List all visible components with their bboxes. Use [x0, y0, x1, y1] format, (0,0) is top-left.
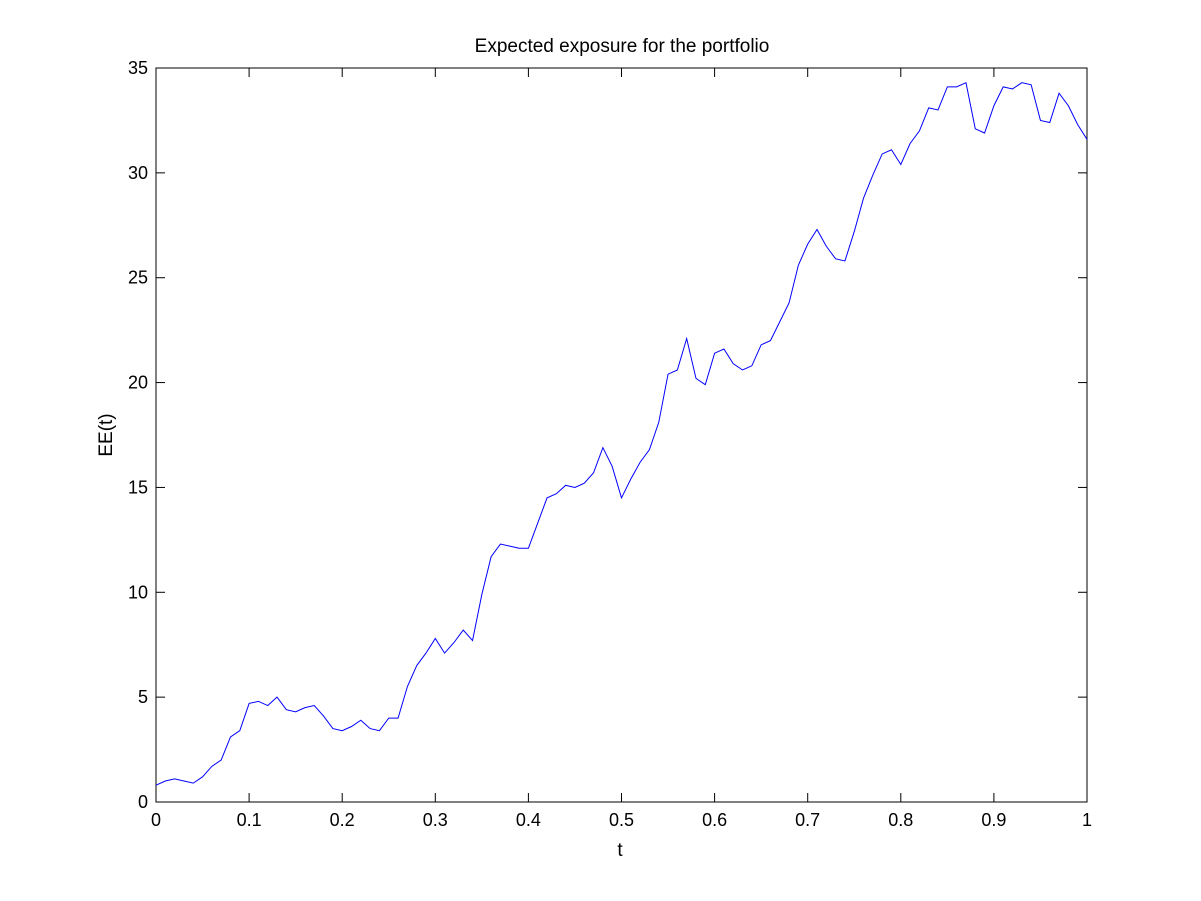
x-tick-label: 1	[1082, 810, 1092, 830]
chart-title: Expected exposure for the portfolio	[475, 36, 770, 57]
y-tick-label: 10	[128, 582, 148, 602]
x-tick-label: 0.1	[237, 810, 262, 830]
x-tick-label: 0.5	[609, 810, 634, 830]
x-tick-label: 0.3	[423, 810, 448, 830]
y-tick-label: 0	[138, 792, 148, 812]
x-tick-label: 0.7	[795, 810, 820, 830]
x-tick-label: 0	[151, 810, 161, 830]
series-line	[155, 81, 1088, 786]
x-axis-label: t	[617, 840, 623, 861]
x-tick-label: 0.6	[702, 810, 727, 830]
y-axis-label: EE(t)	[96, 413, 117, 456]
y-tick-label: 30	[128, 163, 148, 183]
y-tick-label: 35	[128, 58, 148, 78]
y-tick-label: 25	[128, 268, 148, 288]
axes-box	[155, 67, 1088, 803]
y-tick-label: 15	[128, 477, 148, 497]
x-tick-label: 0.2	[330, 810, 355, 830]
y-tick-label: 20	[128, 373, 148, 393]
x-tick-label: 0.4	[516, 810, 541, 830]
x-tick-label: 0.8	[888, 810, 913, 830]
plot-area: 0 0.1 0.2 0.3 0.4 0.5 0.6 0.7 0.8 0.9 105101520253…	[128, 58, 1092, 830]
x-tick-label: 0.9	[981, 810, 1006, 830]
y-tick-label: 5	[138, 687, 148, 707]
